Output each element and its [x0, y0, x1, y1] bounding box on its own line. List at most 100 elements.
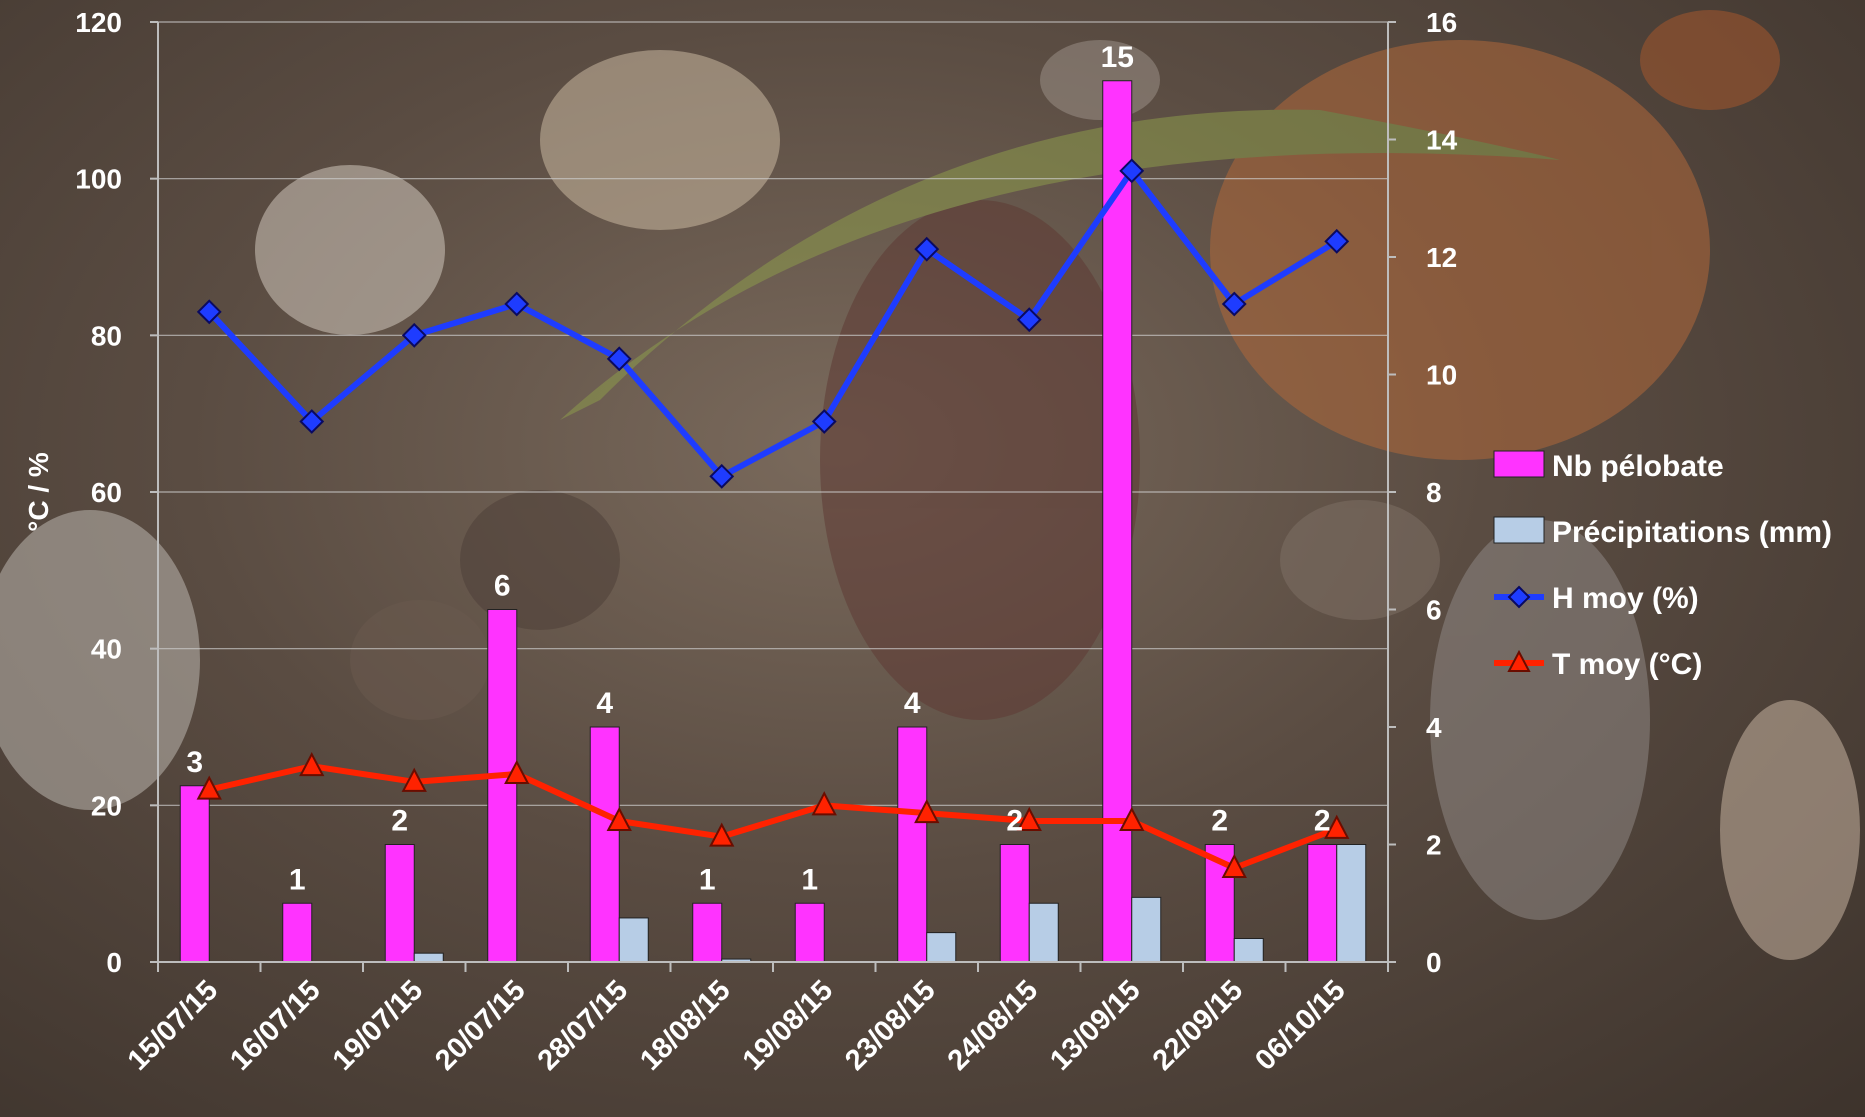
- y2-tick-label: 0: [1426, 947, 1442, 978]
- y2-tick-label: 8: [1426, 477, 1442, 508]
- x-tick-label: 13/09/15: [1044, 974, 1146, 1076]
- marker-t-moy: [196, 775, 222, 800]
- marker-t-moy: [1221, 853, 1247, 878]
- bar-nb-pelobate: [589, 726, 620, 963]
- x-tick-label: 23/08/15: [839, 974, 941, 1076]
- bar-nb-pelobate: [1102, 80, 1133, 963]
- data-labels: 3 1 2 6 4 1 1 4 2 15 2 2: [186, 41, 1330, 897]
- bar-nb-pelobate: [384, 844, 415, 963]
- y2-tick-label: 2: [1426, 830, 1442, 861]
- data-label-nb-pelobate: 3: [186, 746, 203, 779]
- marker-h-moy: [1221, 291, 1247, 317]
- x-tick-label: 15/07/15: [122, 974, 224, 1076]
- legend-label-nb-pelobate: Nb pélobate: [1552, 450, 1724, 483]
- data-label-nb-pelobate: 2: [1211, 805, 1228, 838]
- marker-h-moy: [1324, 228, 1350, 254]
- legend: Nb pélobate Précipitations (mm) H moy (%) T…: [1493, 450, 1832, 681]
- series-line-t-moy: [208, 763, 1338, 871]
- marker-t-moy: [914, 799, 940, 824]
- x-tick-label: 22/09/15: [1147, 974, 1249, 1076]
- bar-nb-pelobate: [282, 902, 313, 963]
- y-tick-label: 100: [75, 164, 122, 195]
- legend-label-precipitations: Précipitations (mm): [1552, 516, 1832, 549]
- x-tick-label: 20/07/15: [429, 974, 531, 1076]
- y2-tick-label: 6: [1426, 595, 1442, 626]
- bar-precipitations: [1131, 896, 1162, 963]
- marker-t-moy: [1324, 814, 1350, 839]
- y-tick-label: 80: [91, 320, 122, 351]
- marker-h-moy: [606, 346, 632, 372]
- lines: [196, 158, 1350, 878]
- data-label-nb-pelobate: 1: [699, 863, 716, 896]
- marker-t-moy: [606, 806, 632, 831]
- bar-precipitations: [413, 952, 444, 963]
- y-tick-label: 120: [75, 7, 122, 38]
- x-tick-label: 19/08/15: [737, 974, 839, 1076]
- marker-t-moy: [401, 767, 427, 792]
- marker-h-moy: [299, 409, 325, 434]
- legend-label-h-moy: H moy (%): [1552, 582, 1699, 615]
- x-tick-label: 18/08/15: [634, 974, 736, 1076]
- marker-h-moy: [1016, 307, 1042, 333]
- series-line-h-moy: [207, 167, 1339, 480]
- bar-nb-pelobate: [179, 785, 210, 963]
- bar-nb-pelobate: [1307, 844, 1338, 963]
- marker-t-moy: [299, 752, 325, 777]
- legend-marker-h-moy: [1507, 585, 1531, 609]
- marker-t-moy: [811, 791, 837, 816]
- data-label-nb-pelobate: 1: [289, 863, 306, 896]
- x-tick-label: 06/10/15: [1249, 974, 1351, 1076]
- y2-tick-label: 12: [1426, 242, 1457, 273]
- y-tick-label: 60: [91, 477, 122, 508]
- grid-lines: [158, 21, 1388, 806]
- x-tick-label: 28/07/15: [532, 974, 634, 1076]
- y2-tick-label: 16: [1426, 7, 1457, 38]
- legend-swatch-nb-pelobate: [1493, 450, 1545, 478]
- bar-nb-pelobate: [897, 726, 928, 963]
- y-axis-title: °C / %: [23, 452, 54, 532]
- data-label-nb-pelobate: 4: [596, 687, 613, 720]
- y2-tick-label: 10: [1426, 360, 1457, 391]
- legend-swatch-precipitations: [1493, 516, 1545, 544]
- marker-h-moy: [709, 463, 735, 489]
- data-label-nb-pelobate: 15: [1101, 41, 1134, 74]
- bar-precipitations: [1233, 938, 1264, 963]
- data-label-nb-pelobate: 1: [801, 863, 818, 896]
- y2-tick-label: 14: [1426, 125, 1458, 156]
- marker-t-moy: [1119, 806, 1145, 831]
- y-tick-label: 0: [106, 947, 122, 978]
- bar-nb-pelobate: [487, 609, 518, 963]
- data-label-nb-pelobate: 2: [391, 805, 408, 838]
- legend-label-t-moy: T moy (°C): [1552, 648, 1702, 681]
- bar-precipitations: [1028, 902, 1059, 963]
- x-tick-label: 16/07/15: [224, 974, 326, 1076]
- x-tick-label: 24/08/15: [942, 974, 1044, 1076]
- marker-h-moy: [811, 409, 837, 434]
- bars: [179, 80, 1367, 963]
- y-tick-label: 40: [91, 634, 122, 665]
- marker-h-moy: [401, 322, 427, 348]
- y-tick-label: 20: [91, 790, 122, 821]
- bar-precipitations: [1336, 844, 1367, 963]
- marker-h-moy: [504, 291, 530, 317]
- legend-marker-t-moy: [1507, 649, 1531, 672]
- marker-h-moy: [914, 236, 940, 262]
- bar-precipitations: [926, 932, 957, 963]
- bar-nb-pelobate: [794, 902, 825, 963]
- marker-h-moy: [196, 299, 222, 325]
- marker-t-moy: [709, 822, 735, 847]
- bar-precipitations: [618, 917, 649, 963]
- y2-tick-label: 4: [1426, 712, 1442, 743]
- bar-nb-pelobate: [999, 844, 1030, 963]
- data-label-nb-pelobate: 2: [1006, 805, 1023, 838]
- marker-h-moy: [1119, 158, 1145, 184]
- data-label-nb-pelobate: 2: [1314, 805, 1331, 838]
- data-label-nb-pelobate: 6: [494, 570, 511, 603]
- x-tick-label: 19/07/15: [327, 974, 429, 1076]
- data-label-nb-pelobate: 4: [904, 687, 921, 720]
- marker-t-moy: [504, 759, 530, 784]
